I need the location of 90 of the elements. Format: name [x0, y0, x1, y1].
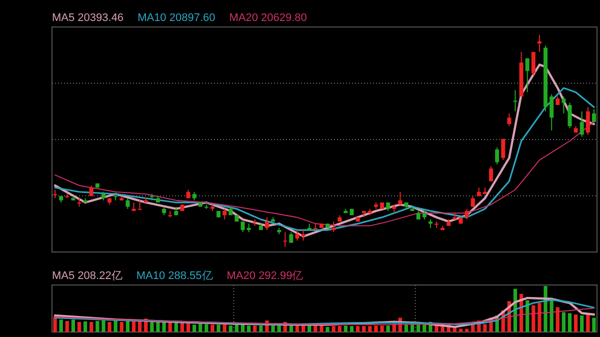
candlestick: [264, 216, 269, 231]
text: MA5 20393.46: [52, 12, 124, 24]
bar: [368, 326, 372, 332]
bar: [222, 324, 226, 332]
candlestick: [464, 208, 469, 220]
bar: [198, 324, 202, 332]
bar: [308, 326, 312, 332]
bar: [234, 324, 239, 332]
bar: [240, 324, 245, 332]
bar: [532, 305, 536, 332]
candlestick: [537, 34, 542, 52]
candlestick: [489, 166, 494, 182]
bar: [301, 326, 306, 332]
bar: [246, 326, 251, 332]
bar: [65, 320, 69, 332]
bar: [126, 320, 130, 332]
bar: [156, 322, 160, 332]
bar: [568, 313, 572, 332]
candlestick: [495, 146, 500, 165]
text: MA10 20897.60: [138, 12, 216, 24]
bar: [556, 307, 560, 332]
bar: [204, 324, 208, 332]
candlestick: [562, 96, 566, 114]
bar: [253, 326, 257, 332]
bar: [132, 321, 136, 332]
candlestick: [592, 108, 596, 122]
bar: [344, 326, 348, 332]
bar: [71, 320, 76, 332]
bar: [83, 321, 88, 332]
bar: [586, 314, 590, 332]
candlestick: [126, 198, 130, 210]
bar: [59, 320, 63, 332]
bar: [544, 286, 548, 332]
bar: [356, 326, 360, 332]
bar: [338, 326, 342, 332]
bar: [289, 326, 294, 332]
bar: [174, 322, 178, 332]
bar: [259, 326, 263, 332]
bar: [580, 315, 584, 332]
bar: [150, 322, 154, 332]
bar: [102, 320, 106, 332]
candlestick: [531, 51, 536, 76]
bar: [277, 326, 281, 332]
candlestick: [138, 200, 142, 210]
bar: [295, 326, 300, 332]
candlestick: [283, 232, 288, 248]
bar: [562, 312, 566, 332]
candlestick: [222, 208, 227, 220]
bar: [53, 316, 57, 332]
bar: [483, 324, 487, 332]
candlestick: [501, 138, 506, 161]
bar: [108, 322, 112, 332]
bar: [114, 320, 118, 332]
candlestick: [586, 106, 590, 136]
candlestick: [332, 221, 336, 233]
candlestick: [289, 232, 294, 244]
bar: [180, 322, 184, 332]
bar: [538, 303, 542, 332]
bar: [574, 314, 578, 332]
candlestick: [550, 94, 554, 131]
text: MA20 292.99亿: [226, 270, 304, 282]
text: MA20 20629.80: [229, 12, 307, 24]
bar: [77, 322, 82, 332]
bar: [192, 324, 196, 332]
candlestick: [525, 58, 530, 93]
bar: [380, 326, 384, 332]
bar: [592, 318, 596, 332]
bar: [374, 326, 378, 332]
bar: [120, 322, 124, 332]
bar: [320, 326, 324, 332]
bar: [90, 322, 94, 332]
bar: [362, 326, 366, 332]
bar: [216, 324, 220, 332]
candlestick: [398, 191, 402, 206]
bar: [386, 326, 390, 332]
text: MA10 288.55亿: [136, 270, 213, 282]
bar: [96, 320, 100, 332]
bar: [550, 300, 554, 332]
bar: [326, 326, 330, 332]
text: MA5 208.22亿: [52, 270, 122, 282]
bar: [314, 326, 318, 332]
bar: [228, 326, 232, 332]
bar: [210, 324, 214, 332]
bar: [138, 320, 142, 332]
bar: [350, 326, 354, 332]
candlestick: [301, 230, 306, 242]
bar: [332, 326, 336, 332]
candlestick: [507, 112, 512, 127]
candlestick: [580, 110, 584, 138]
bar: [271, 326, 275, 332]
